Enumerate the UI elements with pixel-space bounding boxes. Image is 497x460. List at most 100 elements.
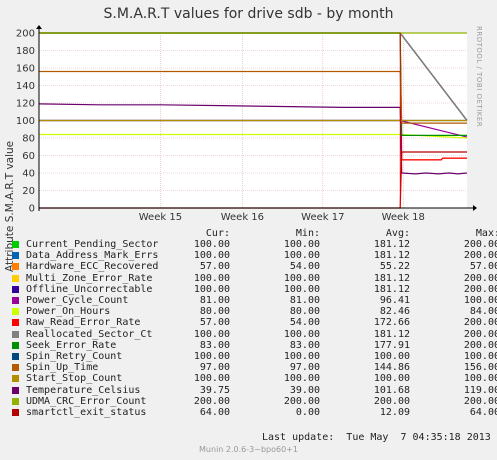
rrdtool-credit: RRDTOOL / TOBI OETIKER <box>475 26 483 128</box>
chart-title: S.M.A.R.T values for drive sdb - by mont… <box>103 6 394 22</box>
legend-max-value: 100.00 <box>463 295 497 306</box>
legend-cur-value: 83.00 <box>199 339 230 351</box>
y-tick-label: 200 <box>16 29 35 40</box>
y-tick-label: 100 <box>16 116 35 127</box>
legend-series-name: Seek_Error_Rate <box>26 339 117 351</box>
y-tick-label: 140 <box>16 81 35 92</box>
munin-version: Munin 2.0.6-3~bpo60+1 <box>199 445 298 454</box>
legend-min-value: 100.00 <box>283 239 320 250</box>
legend-max-value: 200.00 <box>463 395 497 407</box>
legend-cur-value: 100.00 <box>193 373 230 385</box>
legend-cur-value: 80.00 <box>199 306 230 318</box>
y-tick-label: 60 <box>22 151 35 162</box>
legend-avg-value: 181.12 <box>373 283 410 295</box>
legend-series-name: Multi_Zone_Error_Rate <box>26 272 153 284</box>
y-tick-label: 20 <box>22 186 35 197</box>
legend-max-value: 100.00 <box>463 373 497 385</box>
legend-cur-value: 100.00 <box>193 328 230 340</box>
x-tick-label: Week 16 <box>221 212 264 223</box>
x-tick-label: Week 17 <box>301 212 344 223</box>
legend-row: Reallocated_Sector_Ct 100.00 100.00 181.12 2… <box>0 329 497 341</box>
legend-swatch <box>12 252 19 260</box>
legend-series-name: UDMA_CRC_Error_Count <box>26 395 147 407</box>
y-tick-label: 120 <box>16 99 35 110</box>
legend-avg-value: 96.41 <box>379 295 410 306</box>
legend-swatch <box>12 297 19 304</box>
legend-row: Multi_Zone_Error_Rate 100.00 100.00 181.12 2… <box>0 273 497 285</box>
legend-max-value: 200.00 <box>463 272 497 284</box>
legend-min-value: 100.00 <box>283 272 320 284</box>
x-tick-label: Week 18 <box>382 212 425 223</box>
legend-min-value: 100.00 <box>283 373 320 385</box>
legend-header-max: Max: <box>475 228 497 239</box>
legend-min-value: 100.00 <box>283 328 320 340</box>
legend-series-name: Power_On_Hours <box>26 306 111 318</box>
legend-series-name: Power_Cycle_Count <box>26 295 129 306</box>
legend-min-value: 81.00 <box>289 295 320 306</box>
legend-max-value: 200.00 <box>463 283 497 295</box>
legend-swatch <box>12 364 19 372</box>
y-tick-label: 160 <box>16 64 35 75</box>
legend-max-value: 119.00 <box>463 384 497 396</box>
legend-min-value: 83.00 <box>289 339 320 351</box>
legend-swatch <box>12 353 19 360</box>
y-tick-label: 180 <box>16 46 35 57</box>
legend-avg-value: 100.00 <box>373 373 410 385</box>
y-tick-label: 0 <box>29 204 35 215</box>
legend-swatch <box>12 409 19 416</box>
legend-cur-value: 57.00 <box>199 317 230 329</box>
legend-swatch <box>12 319 19 327</box>
legend-series-name: Spin_Retry_Count <box>26 351 123 362</box>
legend-cur-value: 100.00 <box>193 272 230 284</box>
legend-max-value: 200.00 <box>463 328 497 340</box>
legend-row: Temperature_Celsius 39.75 39.00 101.68 119.0… <box>0 385 497 397</box>
legend-avg-value: 181.12 <box>373 250 410 262</box>
legend-row: smartctl_exit_status 64.00 0.00 12.09 64.00 <box>0 407 497 419</box>
legend-swatch <box>12 341 19 349</box>
legend-min-value: 54.00 <box>289 261 320 273</box>
legend-avg-value: 181.12 <box>373 328 410 340</box>
legend-min-value: 100.00 <box>283 351 320 362</box>
legend-row: Hardware_ECC_Recovered 57.00 54.00 55.22 57.… <box>0 261 497 273</box>
legend-cur-value: 100.00 <box>193 250 230 262</box>
legend-min-value: 0.00 <box>295 407 320 418</box>
legend-max-value: 156.00 <box>463 362 497 374</box>
legend-row: Offline_Uncorrectable 100.00 100.00 181.12 2… <box>0 284 497 296</box>
series-line-temperature-celsius <box>38 103 468 175</box>
legend-avg-value: 82.46 <box>379 306 410 318</box>
legend-swatch <box>12 330 19 338</box>
x-tick-label: Week 15 <box>139 212 182 223</box>
legend-series-name: Spin_Up_Time <box>26 362 99 374</box>
legend-header-row: Cur: Min: Avg: Max: <box>0 228 497 240</box>
legend-series-name: Offline_Uncorrectable <box>26 283 153 295</box>
legend-row: Seek_Error_Rate 83.00 83.00 177.91 200.00 <box>0 340 497 352</box>
legend-avg-value: 177.91 <box>373 339 410 351</box>
legend-row: Power_Cycle_Count 81.00 81.00 96.41 100.00 <box>0 295 497 307</box>
legend-cur-value: 97.00 <box>199 362 230 374</box>
legend-swatch <box>12 274 19 282</box>
legend-avg-value: 181.12 <box>373 239 410 250</box>
legend-series-name: Reallocated_Sector_Ct <box>26 328 153 340</box>
legend-max-value: 64.00 <box>469 407 497 418</box>
y-axis-arrow <box>36 25 42 29</box>
legend-max-value: 200.00 <box>463 239 497 250</box>
plot-area: 0 20 40 60 80 100 120 140 160 180 200 Week 15 Week 1… <box>16 25 477 223</box>
legend-min-value: 80.00 <box>289 306 320 318</box>
series-line-spin-up-time <box>39 70 467 124</box>
legend-swatch <box>12 375 19 383</box>
legend-series-name: smartctl_exit_status <box>26 407 147 418</box>
legend-cur-value: 200.00 <box>193 395 230 407</box>
legend-avg-value: 101.68 <box>373 384 410 396</box>
legend-swatch <box>12 397 19 405</box>
legend-header-avg: Avg: <box>385 228 410 239</box>
legend-series-name: Data_Address_Mark_Errs <box>26 250 159 262</box>
legend-min-value: 200.00 <box>283 395 320 407</box>
legend-max-value: 200.00 <box>463 317 497 329</box>
legend-swatch <box>12 263 19 271</box>
legend-avg-value: 200.00 <box>373 395 410 407</box>
legend-cur-value: 100.00 <box>193 239 230 250</box>
legend-swatch <box>12 285 19 293</box>
legend-max-value: 200.00 <box>463 250 497 262</box>
last-update-value: Tue May 7 04:35:18 2013 <box>346 432 491 443</box>
